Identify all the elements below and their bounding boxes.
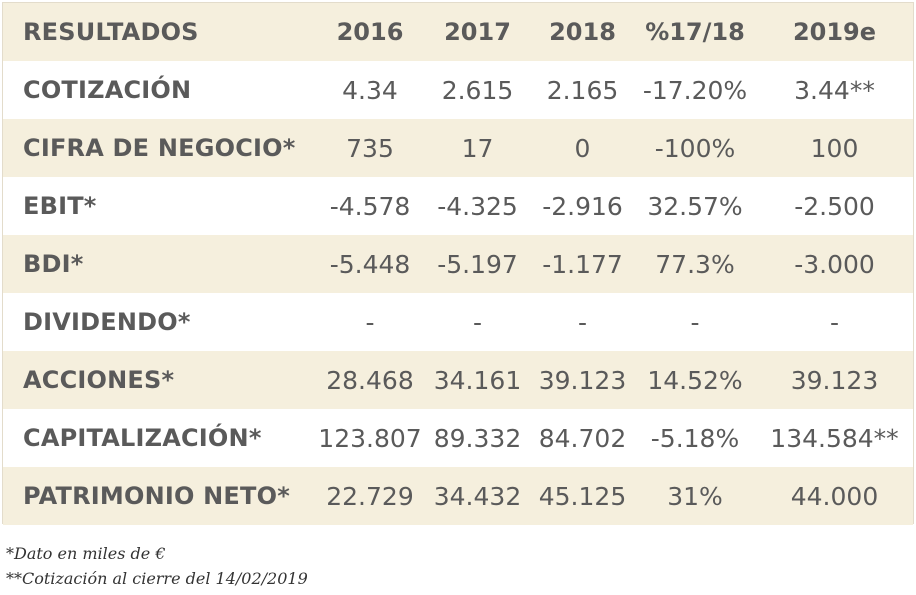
cell-2017: 2.615 bbox=[441, 75, 514, 105]
header-2018: 2018 bbox=[549, 18, 616, 46]
cell-pct: -5.18% bbox=[650, 423, 740, 453]
cell-2018: 84.702 bbox=[538, 423, 627, 453]
header-2017: 2017 bbox=[444, 18, 511, 46]
row-label: CAPITALIZACIÓN* bbox=[23, 424, 262, 452]
row-label: COTIZACIÓN bbox=[23, 76, 192, 104]
cell-pct: 14.52% bbox=[647, 365, 743, 395]
cell-pct: 32.57% bbox=[647, 191, 743, 221]
results-table: RESULTADOS 2016 2017 2018 %17/18 2019e C… bbox=[3, 3, 913, 525]
cell-2016: - bbox=[365, 307, 375, 337]
cell-pct: 77.3% bbox=[655, 249, 735, 279]
cell-2016: -5.448 bbox=[329, 249, 411, 279]
table-row: BDI* -5.448 -5.197 -1.177 77.3% -3.000 bbox=[3, 235, 913, 293]
cell-2017: -4.325 bbox=[437, 191, 518, 221]
cell-2016: 735 bbox=[346, 133, 394, 163]
footnote-thousands: *Dato en miles de € bbox=[6, 544, 166, 563]
cell-2018: 39.123 bbox=[538, 365, 627, 395]
cell-2017: 89.332 bbox=[433, 423, 522, 453]
cell-2019e: 39.123 bbox=[790, 365, 879, 395]
cell-2019e: -2.500 bbox=[794, 191, 875, 221]
cell-2017: 17 bbox=[461, 133, 494, 163]
table-row: DIVIDENDO* - - - - - bbox=[3, 293, 913, 351]
cell-2017: - bbox=[472, 307, 483, 337]
cell-2018: 0 bbox=[574, 133, 591, 163]
header-2019e: 2019e bbox=[792, 18, 877, 46]
cell-2019e: -3.000 bbox=[794, 249, 875, 279]
cell-2019e: 134.584** bbox=[770, 423, 899, 453]
row-label: CIFRA DE NEGOCIO* bbox=[23, 134, 296, 162]
table-row: CAPITALIZACIÓN* 123.807 89.332 84.702 -5… bbox=[3, 409, 913, 467]
row-label: PATRIMONIO NETO* bbox=[23, 482, 290, 510]
cell-pct: 31% bbox=[667, 481, 723, 511]
footnotes: *Dato en miles de € **Cotización al cier… bbox=[6, 541, 308, 591]
cell-2019e: 3.44** bbox=[794, 75, 875, 105]
table-row: EBIT* -4.578 -4.325 -2.916 32.57% -2.500 bbox=[3, 177, 913, 235]
table-row: COTIZACIÓN 4.34 2.615 2.165 -17.20% 3.44… bbox=[3, 61, 913, 119]
cell-2016: 4.34 bbox=[342, 75, 398, 105]
table-row: CIFRA DE NEGOCIO* 735 17 0 -100% 100 bbox=[3, 119, 913, 177]
cell-2016: 123.807 bbox=[318, 423, 422, 453]
footnote-quote-date: **Cotización al cierre del 14/02/2019 bbox=[6, 569, 308, 588]
row-label: DIVIDENDO* bbox=[23, 308, 191, 336]
header-2016: 2016 bbox=[336, 18, 404, 46]
cell-2017: 34.161 bbox=[433, 365, 522, 395]
header-resultados: RESULTADOS bbox=[23, 18, 199, 46]
cell-2018: 45.125 bbox=[538, 481, 627, 511]
cell-pct: -17.20% bbox=[642, 75, 748, 105]
cell-2017: 34.432 bbox=[433, 481, 522, 511]
cell-2017: -5.197 bbox=[437, 249, 518, 279]
cell-2018: - bbox=[577, 307, 588, 337]
cell-2016: -4.578 bbox=[329, 191, 411, 221]
cell-2019e: 44.000 bbox=[790, 481, 879, 511]
table-row: ACCIONES* 28.468 34.161 39.123 14.52% 39… bbox=[3, 351, 913, 409]
row-label: ACCIONES* bbox=[23, 366, 175, 394]
cell-2018: -2.916 bbox=[542, 191, 623, 221]
cell-pct: -100% bbox=[654, 133, 736, 163]
header-pct-17-18: %17/18 bbox=[645, 18, 745, 46]
row-label: BDI* bbox=[23, 250, 84, 278]
cell-2016: 22.729 bbox=[326, 481, 414, 511]
cell-2019e: - bbox=[829, 307, 840, 337]
cell-2019e: 100 bbox=[810, 133, 859, 163]
cell-2018: -1.177 bbox=[542, 249, 623, 279]
table-row: PATRIMONIO NETO* 22.729 34.432 45.125 31… bbox=[3, 467, 913, 525]
cell-pct: - bbox=[690, 307, 700, 337]
table-header-row: RESULTADOS 2016 2017 2018 %17/18 2019e bbox=[3, 3, 913, 61]
cell-2018: 2.165 bbox=[546, 75, 619, 105]
cell-2016: 28.468 bbox=[326, 365, 414, 395]
row-label: EBIT* bbox=[23, 192, 97, 220]
results-table-container: RESULTADOS 2016 2017 2018 %17/18 2019e C… bbox=[2, 2, 914, 525]
